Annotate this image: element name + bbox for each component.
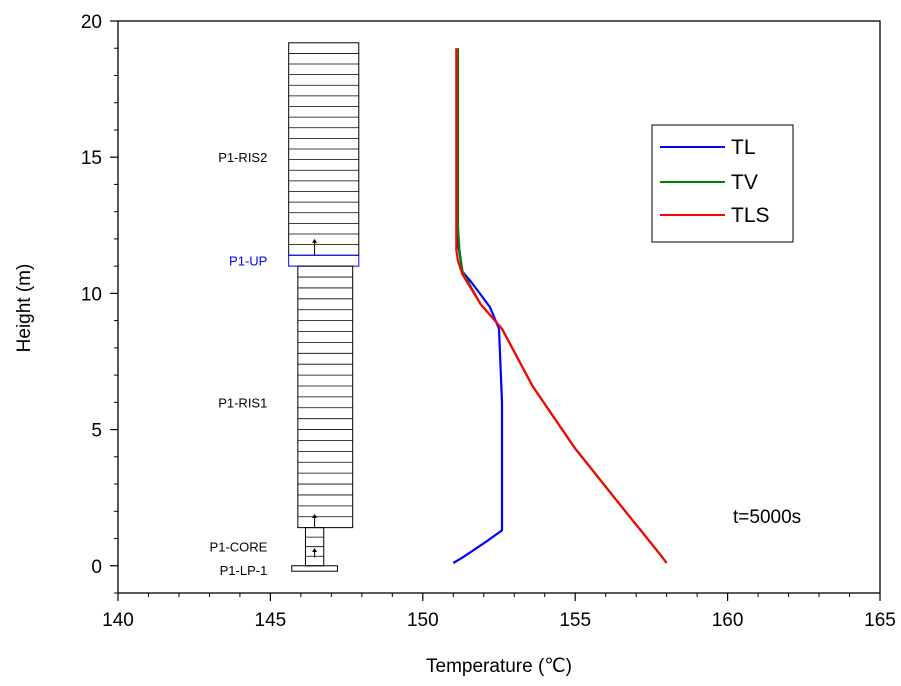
legend-label-tv: TV — [731, 171, 758, 194]
legend: TL TV TLS — [651, 124, 794, 243]
component-label: P1-CORE — [210, 540, 268, 555]
plot-frame — [117, 20, 881, 594]
component-box — [291, 565, 338, 572]
flow-arrow-head — [312, 548, 318, 553]
axis-ticks: 140 145 150 155 160 165 0 5 10 15 20 — [81, 12, 896, 631]
y-tick-label: 10 — [81, 284, 102, 305]
component-label: P1-UP — [229, 254, 267, 269]
component-box — [288, 254, 360, 267]
x-tick-label: 140 — [102, 610, 134, 631]
x-tick-label: 160 — [712, 610, 744, 631]
legend-label-tl: TL — [731, 136, 756, 159]
component-label: P1-LP-1 — [220, 563, 268, 578]
y-axis-title: Height (m) — [14, 264, 35, 353]
component-label: P1-RIS2 — [218, 150, 267, 165]
series-line-tls — [455, 48, 668, 564]
x-tick-label: 145 — [255, 610, 287, 631]
x-tick-label: 155 — [559, 610, 591, 631]
series-lines — [452, 48, 668, 564]
component-label: P1-RIS1 — [218, 395, 267, 410]
component-nodes: P1-RIS2 P1-UP P1-RIS1 P1-CORE P1-LP-1 — [210, 42, 360, 578]
flow-arrow-head — [312, 514, 318, 519]
legend-box — [651, 124, 794, 243]
y-tick-label: 20 — [81, 12, 102, 33]
x-axis-title: Temperature (℃) — [426, 656, 572, 677]
flow-arrow-head — [312, 238, 318, 243]
y-tick-label: 0 — [91, 557, 102, 578]
time-annotation: t=5000s — [733, 507, 801, 528]
legend-label-tls: TLS — [731, 204, 770, 227]
x-tick-label: 165 — [864, 610, 896, 631]
y-tick-label: 5 — [91, 421, 102, 442]
y-tick-label: 15 — [81, 148, 102, 169]
series-line-tl — [452, 48, 504, 564]
x-tick-label: 150 — [407, 610, 439, 631]
